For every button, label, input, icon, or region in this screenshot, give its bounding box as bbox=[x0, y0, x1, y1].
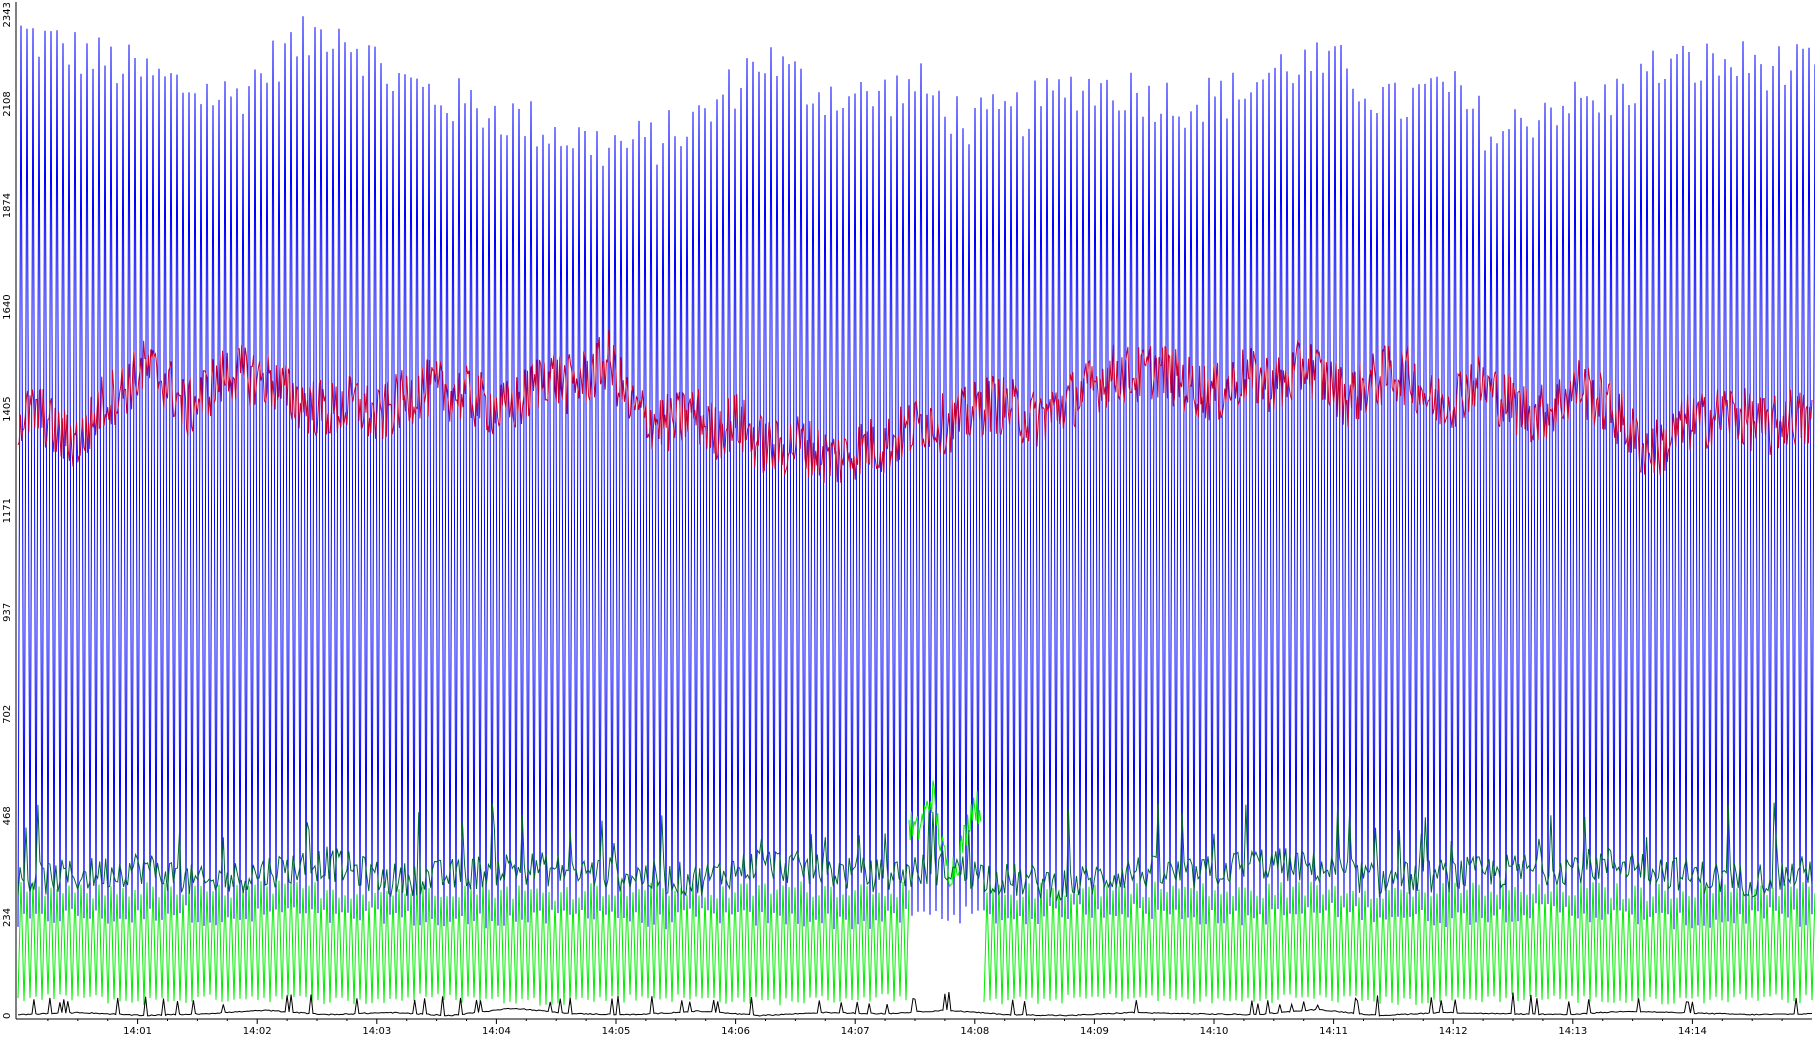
x-tick-label-1: 14:02 bbox=[243, 1026, 272, 1037]
series-layer bbox=[17, 16, 1815, 1017]
x-tick-label-12: 14:13 bbox=[1558, 1026, 1587, 1037]
x-tick-label-4: 14:05 bbox=[602, 1026, 631, 1037]
x-tick-label-2: 14:03 bbox=[362, 1026, 391, 1037]
y-tick-label-7: 1640 bbox=[2, 294, 13, 319]
y-tick-label-5: 1171 bbox=[2, 498, 13, 523]
y-tick-label-2: 468 bbox=[2, 806, 13, 825]
x-tick-label-7: 14:08 bbox=[960, 1026, 989, 1037]
x-tick-label-13: 14:14 bbox=[1678, 1026, 1707, 1037]
x-tick-label-5: 14:06 bbox=[721, 1026, 750, 1037]
series-line-black bbox=[17, 992, 1813, 1017]
x-tick-label-9: 14:10 bbox=[1200, 1026, 1229, 1037]
x-tick-label-8: 14:09 bbox=[1080, 1026, 1109, 1037]
y-tick-label-6: 1405 bbox=[2, 396, 13, 421]
x-tick-label-11: 14:12 bbox=[1439, 1026, 1468, 1037]
y-tick-label-3: 702 bbox=[2, 705, 13, 724]
y-tick-label-0: 0 bbox=[2, 1013, 13, 1019]
y-tick-label-1: 234 bbox=[2, 908, 13, 927]
series-line-blue bbox=[17, 16, 1815, 930]
y-tick-label-10: 2343 bbox=[2, 2, 13, 27]
series-line-darkgreen bbox=[17, 802, 1813, 901]
series-line-red bbox=[17, 330, 1813, 483]
y-tick-label-4: 937 bbox=[2, 603, 13, 622]
x-tick-label-10: 14:11 bbox=[1319, 1026, 1348, 1037]
x-tick-label-3: 14:04 bbox=[482, 1026, 511, 1037]
x-tick-label-0: 14:01 bbox=[123, 1026, 152, 1037]
x-tick-label-6: 14:07 bbox=[841, 1026, 870, 1037]
series-line-green-b bbox=[983, 880, 1815, 1006]
y-tick-label-9: 2108 bbox=[2, 91, 13, 116]
series-line-green-a bbox=[17, 880, 910, 1006]
y-tick-label-8: 1874 bbox=[2, 193, 13, 218]
